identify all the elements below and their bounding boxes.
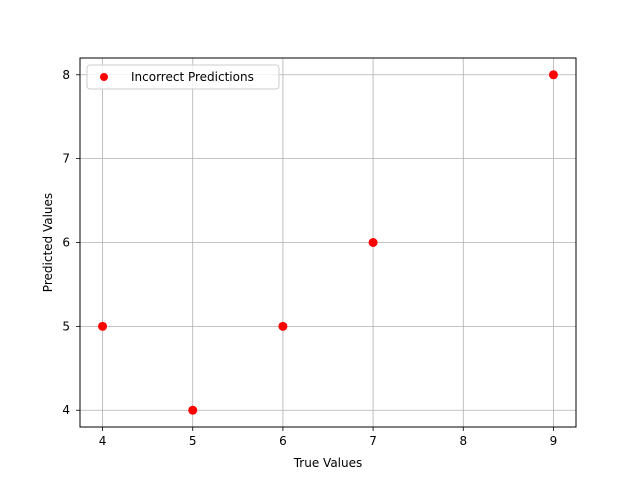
- x-axis-label: True Values: [293, 456, 363, 470]
- y-tick-label: 5: [62, 319, 70, 333]
- y-tick-label: 4: [62, 403, 70, 417]
- x-tick-label: 5: [189, 434, 197, 448]
- x-tick-label: 4: [99, 434, 107, 448]
- data-points: [98, 70, 558, 415]
- data-point: [98, 321, 108, 331]
- y-tick-label: 7: [62, 152, 70, 166]
- legend-box: [86, 64, 280, 90]
- legend-marker: [100, 73, 108, 81]
- x-tick-label: 8: [459, 434, 467, 448]
- x-tick-label: 7: [369, 434, 377, 448]
- y-tick-label: 6: [62, 236, 70, 250]
- data-point: [278, 321, 288, 331]
- data-point: [368, 238, 378, 247]
- x-tick-label: 6: [279, 434, 287, 448]
- data-point: [188, 405, 198, 415]
- y-axis-label: Predicted Values: [41, 193, 55, 292]
- legend: Incorrect Predictions: [86, 64, 280, 90]
- grid-lines: [80, 58, 576, 427]
- x-tick-label: 9: [550, 434, 558, 448]
- axis-ticks: 4 5 6 7 8 9 4 5 6 7 8: [62, 68, 557, 448]
- data-point: [548, 70, 558, 80]
- legend-entry-label: Incorrect Predictions: [131, 70, 254, 84]
- y-tick-label: 8: [62, 68, 70, 82]
